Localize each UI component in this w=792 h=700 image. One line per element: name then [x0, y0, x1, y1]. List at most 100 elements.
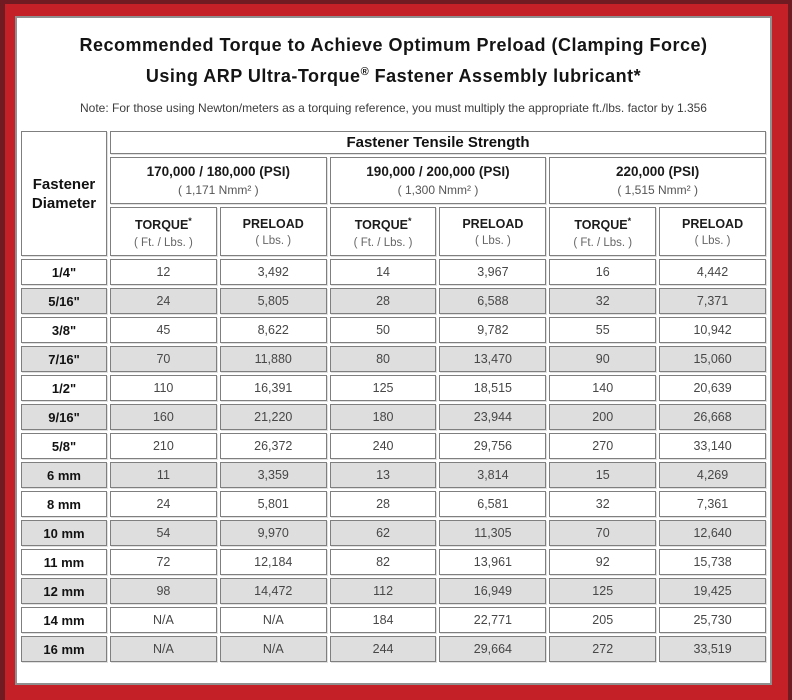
value-cell: 13,961	[439, 549, 547, 575]
psi-header-row: 170,000 / 180,000 (PSI) ( 1,171 Nmm² ) 1…	[21, 157, 766, 204]
value-cell: N/A	[219, 636, 327, 662]
value-cell: 45	[110, 317, 217, 343]
table-row: 6 mm 11 3,359 13 3,814 15 4,269	[21, 462, 766, 488]
value-cell: 32	[549, 288, 657, 314]
title-line-2: Using ARP Ultra-Torque® Fastener Assembl…	[17, 59, 770, 90]
value-cell: 12,184	[219, 549, 327, 575]
value-cell: 15	[549, 462, 657, 488]
value-cell: 25,730	[659, 607, 766, 633]
value-cell: 180	[329, 404, 437, 430]
value-cell: 90	[549, 346, 657, 372]
diameter-cell: 6 mm	[21, 462, 107, 488]
value-cell: 205	[549, 607, 657, 633]
value-cell: 11	[110, 462, 217, 488]
table-head-section: Fastener Diameter Fastener Tensile Stren…	[21, 131, 766, 256]
value-cell: 11,880	[219, 346, 327, 372]
torque-header-cell: TORQUE* ( Ft. / Lbs. )	[329, 207, 437, 256]
value-cell: 82	[329, 549, 437, 575]
nmm-value: ( 1,515 Nmm² )	[617, 183, 698, 197]
value-cell: 29,664	[439, 636, 547, 662]
value-cell: 28	[329, 288, 437, 314]
value-cell: 200	[549, 404, 657, 430]
torque-header-label: TORQUE*	[574, 216, 632, 233]
table-row: 5/8" 210 26,372 240 29,756 270 33,140	[21, 433, 766, 459]
value-cell: 33,140	[659, 433, 766, 459]
value-cell: 270	[549, 433, 657, 459]
table-row: 8 mm 24 5,801 28 6,581 32 7,361	[21, 491, 766, 517]
value-cell: 33,519	[659, 636, 766, 662]
value-cell: 92	[549, 549, 657, 575]
preload-header-label: PRELOAD	[242, 216, 304, 231]
value-cell: 15,060	[659, 346, 766, 372]
corner-header-line-2: Diameter	[31, 194, 97, 212]
value-cell: 72	[110, 549, 217, 575]
value-cell: 4,269	[659, 462, 766, 488]
torque-header-cell: TORQUE* ( Ft. / Lbs. )	[110, 207, 217, 256]
value-cell: 5,805	[219, 288, 327, 314]
value-cell: 110	[110, 375, 217, 401]
table-row: 10 mm 54 9,970 62 11,305 70 12,640	[21, 520, 766, 546]
torque-header-sub: ( Ft. / Lbs. )	[353, 236, 413, 249]
content-panel: Recommended Torque to Achieve Optimum Pr…	[15, 16, 772, 685]
value-cell: 11,305	[439, 520, 547, 546]
value-cell: 244	[329, 636, 437, 662]
diameter-cell: 12 mm	[21, 578, 107, 604]
value-cell: 24	[110, 491, 217, 517]
psi-value: 170,000 / 180,000 (PSI)	[146, 164, 290, 179]
table-row: 7/16" 70 11,880 80 13,470 90 15,060	[21, 346, 766, 372]
value-cell: 55	[549, 317, 657, 343]
value-cell: 62	[329, 520, 437, 546]
preload-header-sub: ( Lbs. )	[475, 234, 511, 247]
value-cell: 80	[329, 346, 437, 372]
diameter-cell: 5/16"	[21, 288, 107, 314]
preload-header-sub: ( Lbs. )	[694, 234, 731, 247]
value-cell: 272	[549, 636, 657, 662]
value-cell: 7,371	[659, 288, 766, 314]
diameter-cell: 8 mm	[21, 491, 107, 517]
value-cell: 6,588	[439, 288, 547, 314]
value-cell: 3,492	[219, 259, 327, 285]
value-cell: 3,814	[439, 462, 547, 488]
nmm-value: ( 1,171 Nmm² )	[177, 183, 259, 197]
value-cell: 125	[329, 375, 437, 401]
value-cell: 15,738	[659, 549, 766, 575]
preload-header-cell: PRELOAD ( Lbs. )	[219, 207, 327, 256]
registered-mark: ®	[360, 66, 370, 78]
value-cell: 3,359	[219, 462, 327, 488]
value-cell: 16	[549, 259, 657, 285]
value-cell: 14	[329, 259, 437, 285]
diameter-cell: 3/8"	[21, 317, 107, 343]
psi-group-cell-3: 220,000 (PSI) ( 1,515 Nmm² )	[549, 157, 766, 204]
diameter-cell: 1/2"	[21, 375, 107, 401]
torque-header-cell: TORQUE* ( Ft. / Lbs. )	[549, 207, 657, 256]
value-cell: 13,470	[439, 346, 547, 372]
value-cell: 240	[329, 433, 437, 459]
table-row: 1/2" 110 16,391 125 18,515 140 20,639	[21, 375, 766, 401]
value-cell: 70	[110, 346, 217, 372]
value-cell: 184	[329, 607, 437, 633]
diameter-cell: 16 mm	[21, 636, 107, 662]
table-row: 9/16" 160 21,220 180 23,944 200 26,668	[21, 404, 766, 430]
value-cell: 22,771	[439, 607, 547, 633]
value-cell: 7,361	[659, 491, 766, 517]
value-cell: 70	[549, 520, 657, 546]
diameter-cell: 7/16"	[21, 346, 107, 372]
value-cell: 32	[549, 491, 657, 517]
value-cell: 28	[329, 491, 437, 517]
value-cell: 18,515	[439, 375, 547, 401]
preload-header-label: PRELOAD	[682, 216, 744, 231]
value-cell: 125	[549, 578, 657, 604]
value-cell: 112	[329, 578, 437, 604]
corner-header-line-1: Fastener	[32, 175, 96, 193]
value-cell: 50	[329, 317, 437, 343]
table-body: 1/4" 12 3,492 14 3,967 16 4,442 5/16" 24 5,805 28 6…	[21, 259, 766, 662]
page-title: Recommended Torque to Achieve Optimum Pr…	[17, 32, 770, 90]
torque-header-label: TORQUE*	[354, 216, 412, 233]
value-cell: 24	[110, 288, 217, 314]
value-cell: 13	[329, 462, 437, 488]
value-cell: 20,639	[659, 375, 766, 401]
value-cell: 21,220	[219, 404, 327, 430]
value-cell: N/A	[110, 607, 217, 633]
preload-header-cell: PRELOAD ( Lbs. )	[659, 207, 766, 256]
note-text: Note: For those using Newton/meters as a…	[80, 101, 707, 115]
